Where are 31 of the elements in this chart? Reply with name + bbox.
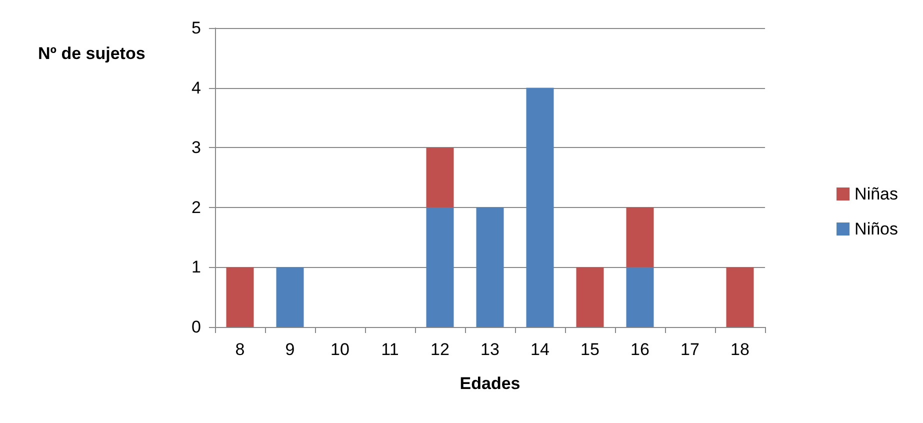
y-tick-label: 4	[192, 78, 201, 98]
x-tick-label: 10	[330, 340, 350, 359]
x-tick-label: 9	[285, 340, 295, 359]
bar	[626, 267, 654, 327]
x-tick-label: 17	[680, 340, 700, 359]
bar	[726, 267, 754, 327]
legend-label: Niños	[854, 220, 898, 238]
legend-label: Niñas	[854, 184, 898, 204]
y-tick-label: 1	[192, 258, 201, 277]
x-axis-title: Edades	[460, 374, 520, 393]
bar	[526, 88, 554, 327]
x-tick-label: 13	[480, 340, 500, 359]
bar	[276, 267, 304, 327]
x-tick-label: 12	[430, 340, 450, 359]
y-tick-label: 2	[192, 198, 201, 217]
bar	[476, 207, 504, 327]
y-tick-label: 5	[192, 18, 201, 38]
x-tick-label: 15	[580, 340, 600, 359]
x-tick-label: 18	[730, 340, 750, 359]
x-tick-label: 16	[630, 340, 650, 359]
bar	[426, 207, 454, 327]
x-tick-label: 11	[381, 340, 399, 359]
x-tick-label: 8	[235, 340, 245, 359]
y-tick-label: 3	[192, 138, 201, 158]
y-tick-label: 0	[192, 318, 201, 336]
bar	[626, 207, 654, 268]
x-tick-label: 14	[530, 340, 550, 359]
bar	[426, 148, 454, 208]
bar	[226, 267, 254, 327]
bar	[576, 267, 604, 327]
y-axis-title: Nº de sujetos	[38, 44, 146, 63]
